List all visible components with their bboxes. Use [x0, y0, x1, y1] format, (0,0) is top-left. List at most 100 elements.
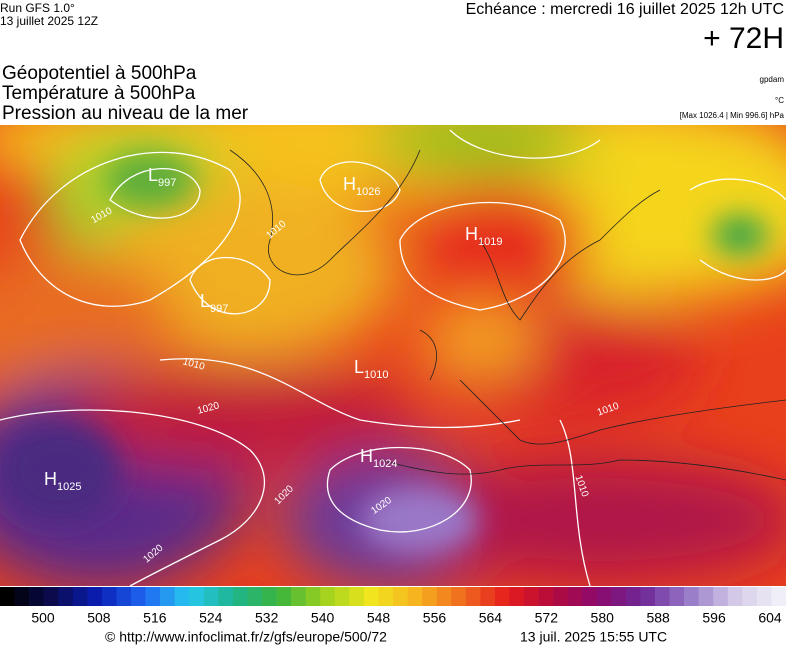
- colorbar-label: 564: [479, 610, 503, 626]
- pressure-center: H1026: [343, 174, 380, 198]
- color-swatch: [494, 587, 510, 606]
- color-swatch: [553, 587, 568, 606]
- pressure-type: H: [44, 469, 57, 489]
- colorbar-label: 508: [87, 610, 111, 626]
- timestamp: 13 juil. 2025 15:55 UTC: [520, 629, 667, 645]
- source-url: © http://www.infoclimat.fr/z/gfs/europe/…: [105, 629, 387, 645]
- pressure-center: H1019: [465, 224, 502, 248]
- colorbar-label: 580: [591, 610, 615, 626]
- color-swatch: [29, 587, 44, 606]
- color-swatch: [393, 587, 408, 606]
- color-swatch: [669, 587, 685, 606]
- color-swatch: [276, 587, 292, 606]
- pressure-center: L1010: [354, 357, 389, 381]
- color-swatch: [0, 587, 15, 606]
- color-swatch: [247, 587, 263, 606]
- echeance: Echéance : mercredi 16 juillet 2025 12h …: [466, 1, 784, 18]
- pressure-center: H1025: [44, 469, 81, 493]
- color-swatch: [363, 587, 379, 606]
- color-swatch: [436, 587, 452, 606]
- unit: gpdam: [760, 75, 785, 84]
- unit: °C: [775, 96, 784, 105]
- colorbar-label: 532: [255, 610, 279, 626]
- pressure-center: L997: [200, 291, 228, 315]
- color-swatch: [349, 587, 365, 606]
- color-swatch: [262, 587, 277, 606]
- color-swatch: [101, 587, 117, 606]
- colorbar-label: 548: [367, 610, 391, 626]
- layer: Géopotentiel à 500hPa: [2, 63, 197, 84]
- color-swatch: [320, 587, 336, 606]
- run-date: 13 juillet 2025 12Z: [0, 14, 98, 28]
- color-swatch: [378, 587, 394, 606]
- lead-time: + 72H: [703, 22, 784, 55]
- color-swatch: [203, 587, 219, 606]
- color-swatch: [771, 587, 786, 606]
- colorbar: 500 508 516 524 532 540 548 556 564 572 580 588 596 6…: [0, 587, 786, 626]
- pressure-type: H: [360, 446, 373, 466]
- run: Run GFS 1.0°: [0, 1, 75, 15]
- pressure-type: L: [354, 357, 364, 377]
- map: [0, 125, 786, 586]
- colorbar-label: 516: [143, 610, 167, 626]
- color-swatch: [509, 587, 525, 606]
- color-swatch: [232, 587, 248, 606]
- color-swatch: [596, 587, 612, 606]
- colorbar-label: 524: [199, 610, 223, 626]
- layer: Pression au niveau de la mer: [2, 103, 249, 124]
- color-swatch: [465, 587, 481, 606]
- color-swatch: [218, 587, 234, 606]
- colorbar-label: 604: [758, 610, 782, 626]
- pressure-range: [Max 1026.4 | Min 996.6] hPa: [680, 111, 785, 120]
- color-swatch: [174, 587, 190, 606]
- color-swatch: [58, 587, 74, 606]
- color-swatch: [480, 587, 496, 606]
- color-swatch: [538, 587, 554, 606]
- pressure-value: 1024: [373, 458, 397, 470]
- colorbar-label: 596: [702, 610, 726, 626]
- pressure-value: 997: [210, 303, 228, 315]
- color-swatch: [451, 587, 467, 606]
- color-swatch: [713, 587, 729, 606]
- color-swatch: [611, 587, 627, 606]
- color-swatch: [756, 587, 772, 606]
- pressure-value: 1026: [356, 186, 380, 198]
- color-swatch: [422, 587, 437, 606]
- pressure-type: L: [200, 291, 210, 311]
- pressure-type: L: [148, 165, 158, 185]
- color-swatch: [684, 587, 699, 606]
- color-swatch: [334, 587, 350, 606]
- color-swatch: [116, 587, 132, 606]
- color-swatch: [625, 587, 641, 606]
- color-swatch: [567, 587, 583, 606]
- pressure-center: L997: [148, 165, 176, 189]
- pressure-type: H: [343, 174, 356, 194]
- color-swatch: [87, 587, 103, 606]
- pressure-value: 997: [158, 177, 176, 189]
- color-swatch: [655, 587, 670, 606]
- color-swatch: [291, 587, 306, 606]
- color-swatch: [640, 587, 656, 606]
- pressure-value: 1025: [57, 481, 81, 493]
- color-swatch: [14, 587, 30, 606]
- color-swatch: [43, 587, 59, 606]
- color-swatch: [72, 587, 88, 606]
- color-swatch: [727, 587, 743, 606]
- pressure-type: H: [465, 224, 478, 244]
- colorbar-label: 540: [311, 610, 335, 626]
- color-swatch: [742, 587, 758, 606]
- color-swatch: [582, 587, 598, 606]
- colorbar-label: 572: [535, 610, 559, 626]
- pressure-center: H1024: [360, 446, 397, 470]
- color-swatch: [407, 587, 423, 606]
- layer: Température à 500hPa: [2, 83, 196, 104]
- color-swatch: [305, 587, 321, 606]
- color-swatch: [698, 587, 714, 606]
- colorbar-label: 588: [646, 610, 670, 626]
- color-swatch: [145, 587, 161, 606]
- color-swatch: [189, 587, 205, 606]
- color-swatch: [160, 587, 175, 606]
- color-swatch: [131, 587, 146, 606]
- pressure-value: 1010: [364, 369, 388, 381]
